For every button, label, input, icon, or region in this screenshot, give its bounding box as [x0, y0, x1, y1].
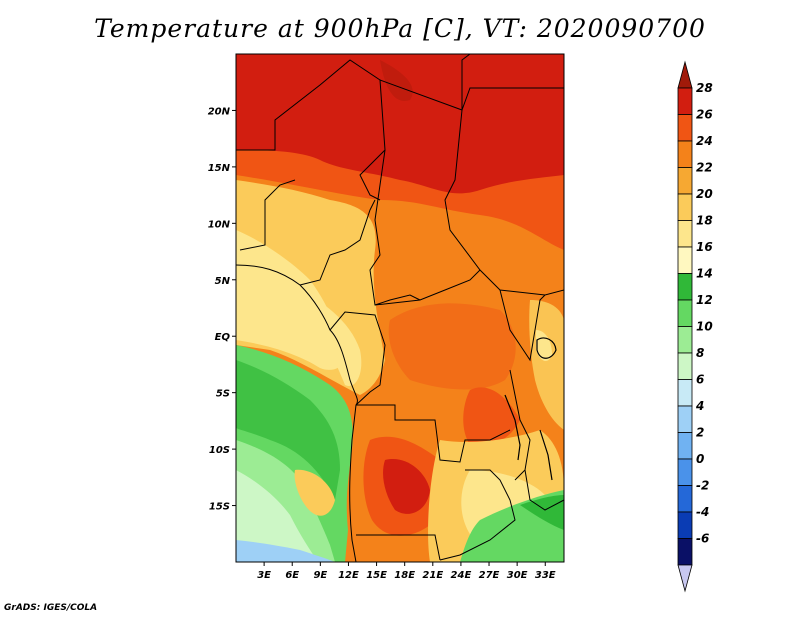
border-sudan	[444, 109, 564, 296]
colorbar-box	[677, 458, 693, 486]
border-niger	[236, 59, 386, 201]
lat-tick-label: 15N	[208, 163, 231, 174]
lake-tanganyika	[504, 394, 521, 461]
colorbar-box	[677, 432, 693, 460]
colorbar-label: -2	[696, 479, 709, 493]
lon-tick-label: 27E	[479, 570, 500, 581]
border-nigeria-cameroon	[299, 199, 376, 286]
colorbar-label: 0	[696, 452, 704, 466]
lat-tick-label: 15S	[209, 502, 230, 513]
coastline-west	[236, 264, 358, 562]
colorbar-box	[677, 326, 693, 354]
zone-east-highland-pale	[536, 330, 552, 362]
colorbar-label: 26	[696, 108, 713, 122]
border-uganda	[499, 289, 546, 362]
zone-southeast-dark-green	[520, 495, 564, 530]
zone-atlantic-pale	[236, 470, 318, 562]
colorbar-label: 2	[696, 426, 704, 440]
political-borders	[236, 54, 564, 562]
colorbar-box	[677, 87, 693, 115]
colorbar-label: -4	[696, 505, 709, 519]
lon-tick-label: 21E	[422, 570, 443, 581]
zone-atlantic-dark-green	[236, 360, 340, 500]
colorbar-label: 12	[696, 293, 713, 307]
colorbar-label: 22	[696, 161, 713, 175]
colorbar-box	[677, 140, 693, 168]
lat-tick-label: 20N	[208, 106, 231, 117]
colorbar-label: 6	[696, 373, 704, 387]
colorbar-label: 14	[696, 267, 713, 281]
temperature-field	[236, 54, 564, 562]
border-drc-angola	[356, 404, 511, 463]
map-title: Temperature at 900hPa [C], VT: 202009070…	[94, 14, 706, 43]
lon-tick-label: 15E	[366, 570, 387, 581]
colorbar-box	[677, 538, 693, 566]
lon-tick-label: 6E	[285, 570, 299, 581]
colorbar-box	[677, 167, 693, 195]
lon-tick-label: 3E	[257, 570, 271, 581]
colorbar-label: -6	[696, 532, 709, 546]
border-namibia	[356, 534, 441, 561]
lake-malawi	[539, 429, 553, 481]
colorbar-bottom-arrow	[677, 564, 693, 593]
colorbar-box	[677, 405, 693, 433]
zone-atlantic-blue	[236, 540, 335, 562]
colorbar-box	[677, 299, 693, 327]
longitude-axis: 3E 6E 9E 12E 15E 18E 21E 24E 27E 30E 33E	[257, 562, 556, 581]
colorbar-box	[677, 273, 693, 301]
lon-tick-label: 12E	[338, 570, 359, 581]
colorbar-box	[677, 193, 693, 221]
border-ghana-togo	[239, 179, 296, 251]
zone-north-darkspot	[380, 60, 413, 101]
border-car-south	[374, 294, 421, 306]
colorbar-label: 28	[696, 81, 713, 95]
border-chad-libya	[379, 54, 471, 111]
colorbar-top-arrow	[677, 60, 693, 89]
colorbar-box	[677, 352, 693, 380]
colorbar-box	[677, 220, 693, 248]
latitude-axis: 20N 15N 10N 5N EQ 5S 10S 15S	[208, 106, 236, 513]
lake-victoria	[536, 337, 557, 359]
colorbar-box	[677, 246, 693, 274]
colorbar-box	[677, 511, 693, 539]
colorbar-label: 20	[696, 187, 713, 201]
lat-tick-label: 5S	[216, 389, 230, 400]
border-egypt-sudan	[461, 87, 564, 111]
colorbar-label: 24	[696, 134, 713, 148]
border-zambia-zimbabwe	[439, 469, 516, 561]
lon-tick-label: 30E	[507, 570, 528, 581]
lat-tick-label: 10N	[208, 219, 231, 230]
zone-gabon-pale	[300, 290, 362, 386]
lon-tick-label: 24E	[451, 570, 472, 581]
zone-north-red	[236, 54, 564, 194]
border-tanzania	[509, 369, 531, 481]
lon-tick-label: 18E	[394, 570, 415, 581]
lon-tick-label: 33E	[535, 570, 556, 581]
colorbar-label: 8	[696, 346, 704, 360]
colorbar-box	[677, 379, 693, 407]
zone-interior-orange	[388, 303, 516, 390]
colorbar-box	[677, 114, 693, 142]
colorbar-label: 16	[696, 240, 713, 254]
lon-tick-label: 9E	[313, 570, 327, 581]
credit-text: GrADS: IGES/COLA	[4, 603, 98, 613]
border-mozambique	[524, 469, 564, 511]
lat-tick-label: 10S	[209, 445, 230, 456]
lat-tick-label: EQ	[215, 332, 231, 343]
lakes	[504, 337, 557, 481]
zone-coastal-pale	[236, 230, 345, 370]
zone-angola-core	[383, 459, 430, 514]
colorbar-label: 4	[695, 399, 704, 413]
colorbar-label: 18	[696, 214, 713, 228]
zone-coast-blob	[294, 469, 335, 516]
map-frame	[235, 53, 565, 563]
border-gabon-congo	[329, 311, 386, 406]
colorbar-box	[677, 485, 693, 513]
lat-tick-label: 5N	[215, 276, 231, 287]
border-chad-car	[369, 149, 481, 306]
colorbar-label: 10	[696, 320, 713, 334]
